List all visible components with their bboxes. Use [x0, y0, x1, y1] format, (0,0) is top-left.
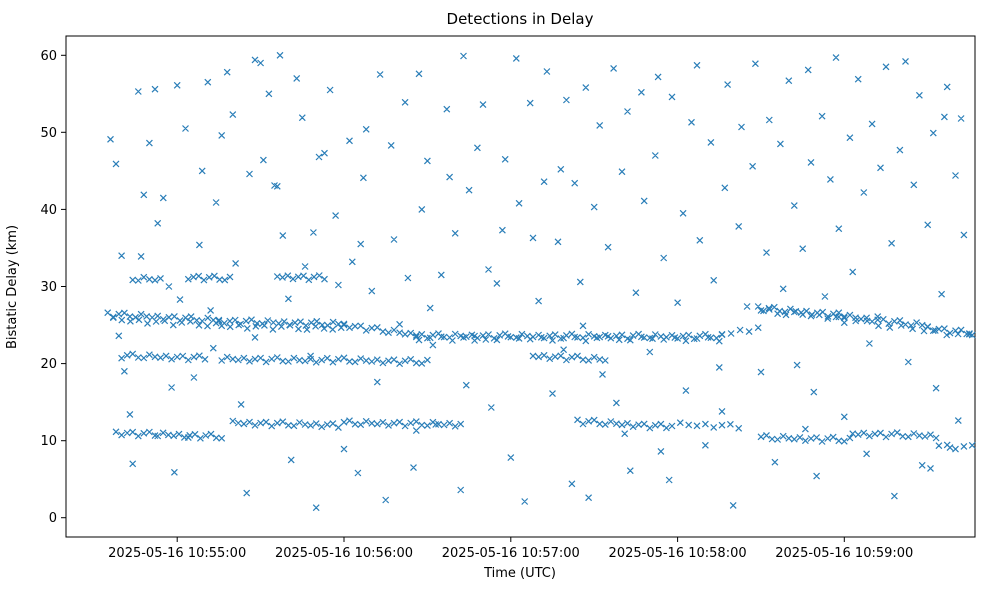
x-tick-label: 2025-05-16 10:57:00 — [442, 546, 580, 561]
y-tick-label: 30 — [40, 280, 57, 295]
y-axis-label: Bistatic Delay (km) — [5, 225, 20, 349]
x-tick-label: 2025-05-16 10:59:00 — [775, 546, 913, 561]
y-tick-label: 50 — [40, 126, 57, 141]
plot-frame — [65, 35, 976, 538]
y-tick-label: 60 — [40, 49, 57, 64]
x-axis-label: Time (UTC) — [483, 566, 556, 581]
y-tick-label: 40 — [40, 203, 57, 218]
x-tick-label: 2025-05-16 10:55:00 — [108, 546, 246, 561]
x-tick-label: 2025-05-16 10:58:00 — [609, 546, 747, 561]
y-tick-label: 10 — [40, 434, 57, 449]
y-tick-label: 0 — [49, 511, 57, 526]
chart-title: Detections in Delay — [447, 10, 594, 28]
scatter-points — [104, 51, 976, 512]
x-tick-label: 2025-05-16 10:56:00 — [275, 546, 413, 561]
plot-area: 2025-05-16 10:55:00 2025-05-16 10:56:00 20… — [40, 35, 976, 561]
y-tick-label: 20 — [40, 357, 57, 372]
